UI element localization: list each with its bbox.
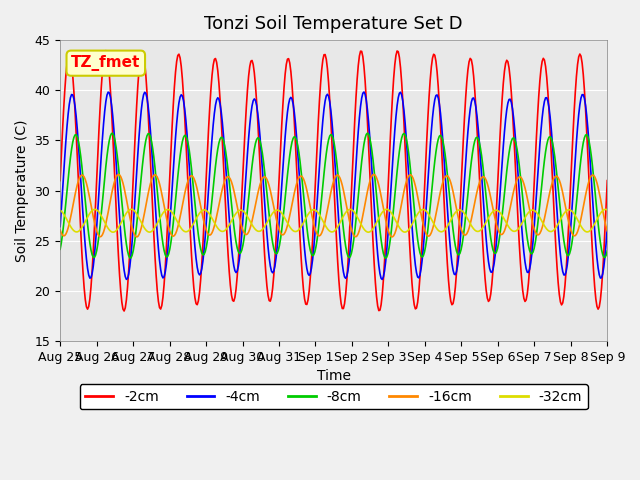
-2cm xyxy=(365,142,372,147)
-32cm xyxy=(56,207,64,213)
-8cm xyxy=(391,192,399,198)
Text: TZ_fmet: TZ_fmet xyxy=(71,55,140,71)
-16cm xyxy=(365,184,372,190)
-8cm xyxy=(362,132,370,137)
-2cm xyxy=(556,291,563,297)
-4cm xyxy=(391,128,399,133)
-4cm xyxy=(556,240,563,245)
-4cm xyxy=(227,230,234,236)
Legend: -2cm, -4cm, -8cm, -16cm, -32cm: -2cm, -4cm, -8cm, -16cm, -32cm xyxy=(79,384,588,409)
Line: -16cm: -16cm xyxy=(60,174,607,237)
-16cm xyxy=(461,232,468,238)
-16cm xyxy=(56,227,64,233)
-8cm xyxy=(604,248,611,254)
-2cm xyxy=(228,298,236,303)
-2cm xyxy=(120,308,128,314)
-4cm xyxy=(364,107,371,112)
-8cm xyxy=(556,196,563,202)
X-axis label: Time: Time xyxy=(317,370,351,384)
Title: Tonzi Soil Temperature Set D: Tonzi Soil Temperature Set D xyxy=(204,15,463,33)
-32cm xyxy=(604,207,611,213)
-32cm xyxy=(391,216,399,222)
-8cm xyxy=(56,246,64,252)
-32cm xyxy=(383,206,390,212)
-16cm xyxy=(133,234,141,240)
-2cm xyxy=(289,98,297,104)
Line: -4cm: -4cm xyxy=(60,92,607,279)
Y-axis label: Soil Temperature (C): Soil Temperature (C) xyxy=(15,120,29,262)
-32cm xyxy=(227,220,234,226)
-2cm xyxy=(102,48,109,54)
-16cm xyxy=(556,177,563,183)
-16cm xyxy=(228,183,236,189)
-4cm xyxy=(604,225,611,231)
-2cm xyxy=(391,61,399,67)
-32cm xyxy=(556,219,563,225)
-4cm xyxy=(461,177,468,182)
-4cm xyxy=(56,224,64,229)
-32cm xyxy=(365,229,372,235)
-4cm xyxy=(360,89,368,95)
-4cm xyxy=(378,276,386,282)
Line: -8cm: -8cm xyxy=(60,133,607,258)
-2cm xyxy=(604,178,611,183)
-8cm xyxy=(364,130,371,136)
-8cm xyxy=(382,255,390,261)
-32cm xyxy=(362,228,370,234)
Line: -2cm: -2cm xyxy=(60,51,607,311)
-16cm xyxy=(391,230,399,236)
-8cm xyxy=(227,190,234,195)
-32cm xyxy=(461,211,468,216)
-8cm xyxy=(461,224,468,230)
-2cm xyxy=(56,178,64,183)
-16cm xyxy=(115,171,122,177)
-8cm xyxy=(287,145,294,151)
-4cm xyxy=(287,95,294,100)
-16cm xyxy=(604,228,611,234)
-32cm xyxy=(287,226,294,231)
Line: -32cm: -32cm xyxy=(60,209,607,232)
-2cm xyxy=(461,115,468,120)
-16cm xyxy=(289,196,297,202)
